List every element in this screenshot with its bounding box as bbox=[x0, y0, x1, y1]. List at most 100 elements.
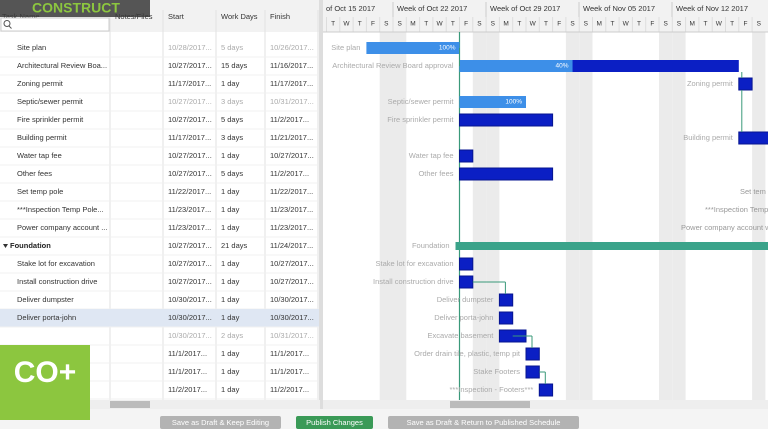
work-days: 1 day bbox=[221, 295, 240, 304]
work-days: 21 days bbox=[221, 241, 248, 250]
timeline-header bbox=[322, 0, 768, 32]
splitter[interactable] bbox=[319, 0, 323, 410]
bar-label: ***Inspection Temp Pole bbox=[705, 205, 768, 214]
button-label[interactable]: Save as Draft & Return to Published Sche… bbox=[407, 418, 561, 427]
bar-label: Zoning permit bbox=[687, 79, 734, 88]
start-date: 10/27/2017... bbox=[168, 151, 212, 160]
start-date: 11/2/2017... bbox=[168, 385, 207, 394]
finish-date: 11/2/2017... bbox=[270, 115, 309, 124]
search-icon bbox=[8, 25, 12, 29]
task-bar bbox=[525, 365, 540, 379]
day-label: M bbox=[410, 21, 415, 28]
work-days: 1 day bbox=[221, 223, 240, 232]
day-label: F bbox=[557, 21, 561, 28]
work-days: 5 days bbox=[221, 169, 243, 178]
day-label: S bbox=[477, 21, 482, 28]
logo: CO+ bbox=[14, 356, 77, 389]
week-label: Week of Nov 05 2017 bbox=[583, 4, 655, 13]
task-name: Stake lot for excavation bbox=[17, 259, 95, 268]
logo-band bbox=[0, 0, 150, 17]
logo-badge bbox=[0, 345, 90, 420]
day-label: W bbox=[716, 21, 723, 28]
summary-bar bbox=[455, 242, 768, 250]
day-label: S bbox=[384, 21, 389, 28]
task-name: Foundation bbox=[10, 241, 51, 250]
button[interactable] bbox=[160, 416, 281, 429]
weekend-shade bbox=[486, 32, 500, 400]
search-box[interactable] bbox=[0, 17, 110, 32]
finish-date: 10/27/2017... bbox=[270, 259, 314, 268]
day-label: S bbox=[663, 21, 668, 28]
task-bar bbox=[498, 311, 514, 325]
task-bar bbox=[459, 167, 554, 181]
task-name: Fire sprinkler permit bbox=[17, 115, 84, 124]
task-name: Deliver porta-john bbox=[17, 313, 76, 322]
task-name: Deliver dumpster bbox=[17, 295, 74, 304]
button[interactable] bbox=[388, 416, 579, 429]
finish-date: 11/2/2017... bbox=[270, 385, 309, 394]
work-days: 1 day bbox=[221, 349, 240, 358]
expand-icon bbox=[3, 244, 8, 248]
task-bar bbox=[538, 383, 554, 397]
finish-date: 11/2/2017... bbox=[270, 169, 309, 178]
day-label: T bbox=[610, 21, 614, 28]
start-date: 10/27/2017... bbox=[168, 241, 212, 250]
day-label: F bbox=[650, 21, 654, 28]
day-label: M bbox=[596, 21, 601, 28]
start-date: 10/27/2017... bbox=[168, 277, 212, 286]
task-bar bbox=[459, 257, 474, 271]
start-date: 10/28/2017... bbox=[168, 43, 212, 52]
week-label: of Oct 15 2017 bbox=[326, 4, 375, 13]
task-name: Zoning permit bbox=[17, 79, 64, 88]
start-date: 11/1/2017... bbox=[168, 367, 207, 376]
finish-date: 11/17/2017... bbox=[270, 79, 313, 88]
scrollbar[interactable] bbox=[0, 400, 320, 409]
day-label: T bbox=[544, 21, 548, 28]
day-label: T bbox=[517, 21, 521, 28]
finish-date: 11/16/2017... bbox=[270, 61, 313, 70]
bar-label: Fire sprinkler permit bbox=[387, 115, 454, 124]
day-label: T bbox=[704, 21, 708, 28]
bar-label: Foundation bbox=[412, 241, 450, 250]
task-name: Other fees bbox=[17, 169, 52, 178]
work-days: 1 day bbox=[221, 367, 240, 376]
column-header: Finish bbox=[270, 12, 290, 21]
progress-label: 40% bbox=[556, 63, 569, 70]
button-label[interactable]: Save as Draft & Keep Editing bbox=[172, 418, 269, 427]
weekend-shade bbox=[659, 32, 673, 400]
day-label: F bbox=[743, 21, 747, 28]
task-name: Set temp pole bbox=[17, 187, 63, 196]
start-date: 10/30/2017... bbox=[168, 313, 212, 322]
finish-date: 11/22/2017... bbox=[270, 187, 313, 196]
finish-date: 11/23/2017... bbox=[270, 205, 313, 214]
task-bar bbox=[459, 149, 474, 163]
day-label: T bbox=[331, 21, 335, 28]
bar-label: Other fees bbox=[418, 169, 453, 178]
start-date: 10/27/2017... bbox=[168, 169, 212, 178]
start-date: 10/30/2017... bbox=[168, 331, 212, 340]
work-days: 1 day bbox=[221, 151, 240, 160]
scroll-thumb[interactable] bbox=[450, 401, 530, 408]
day-label: S bbox=[397, 21, 402, 28]
work-days: 5 days bbox=[221, 43, 243, 52]
task-progress bbox=[459, 60, 573, 72]
finish-date: 11/1/2017... bbox=[270, 349, 309, 358]
day-label: S bbox=[677, 21, 682, 28]
button[interactable] bbox=[296, 416, 373, 429]
bar-label: Power company account w bbox=[681, 223, 768, 232]
scrollbar[interactable] bbox=[323, 400, 768, 409]
button-label[interactable]: Publish Changes bbox=[306, 418, 363, 427]
task-name: Architectural Review Boa... bbox=[17, 61, 107, 70]
day-label: S bbox=[757, 21, 762, 28]
progress-label: 100% bbox=[505, 99, 522, 106]
work-days: 1 day bbox=[221, 259, 240, 268]
bar-label: Deliver dumpster bbox=[437, 295, 494, 304]
bar-label: Stake lot for excavation bbox=[376, 259, 454, 268]
work-days: 1 day bbox=[221, 385, 240, 394]
start-date: 11/17/2017... bbox=[168, 133, 211, 142]
work-days: 1 day bbox=[221, 79, 240, 88]
scroll-thumb[interactable] bbox=[110, 401, 150, 408]
finish-date: 10/31/2017... bbox=[270, 331, 314, 340]
day-label: M bbox=[503, 21, 508, 28]
work-days: 1 day bbox=[221, 277, 240, 286]
